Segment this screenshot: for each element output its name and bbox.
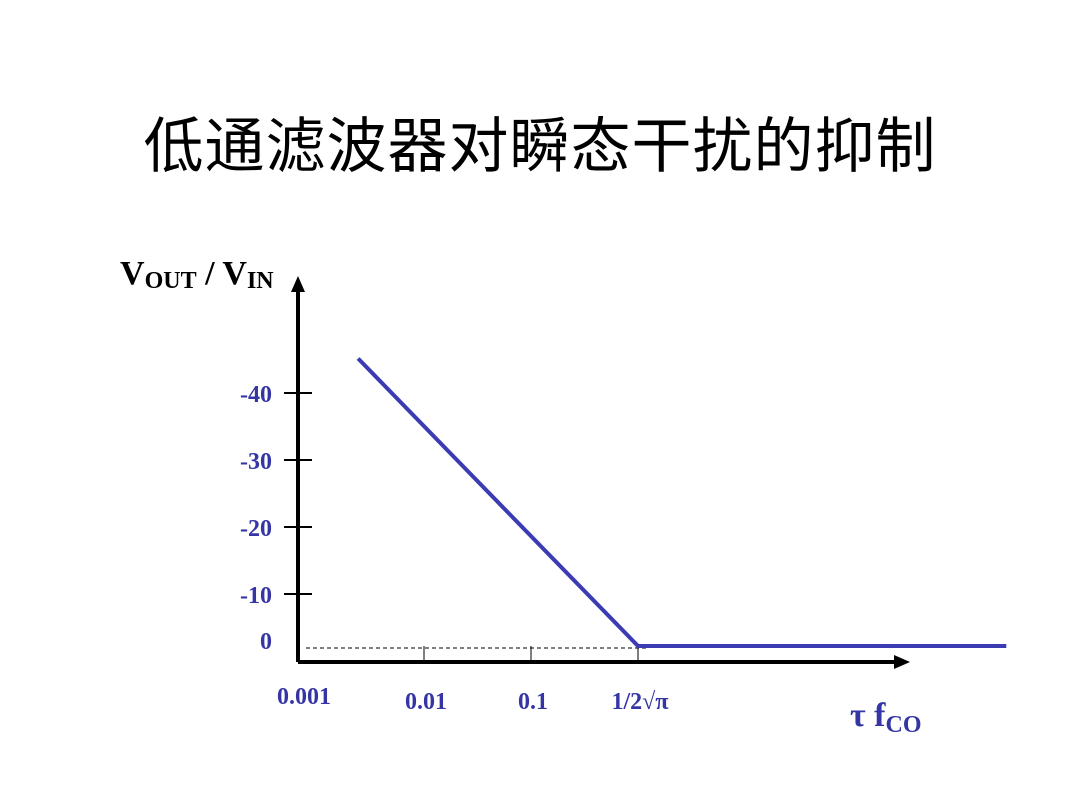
x-axis-arrow — [894, 655, 910, 669]
axes: -40 -30 -20 -10 0 0.001 0.01 0.1 1/2√π — [240, 276, 910, 715]
x-tick-label: 1/2√π — [612, 689, 669, 715]
y-tick-label: -40 — [240, 382, 272, 408]
y-axis-arrow — [291, 276, 305, 292]
y-tick-label: -30 — [240, 449, 272, 475]
y-tick-label: 0 — [260, 629, 272, 655]
series-line — [356, 357, 1007, 648]
x-axis-label: τ fCO — [850, 697, 922, 738]
marks — [306, 357, 1007, 649]
y-axis-label: VOUT / VIN — [120, 255, 274, 294]
x-tick-label: 0.01 — [405, 689, 447, 715]
y-tick-label: -10 — [240, 583, 272, 609]
y-tick-label: -20 — [240, 516, 272, 542]
x-tick-label: 0.1 — [518, 689, 548, 715]
slide-title: 低通滤波器对瞬态干扰的抑制 — [143, 114, 937, 180]
x-tick-label: 0.001 — [277, 684, 331, 710]
